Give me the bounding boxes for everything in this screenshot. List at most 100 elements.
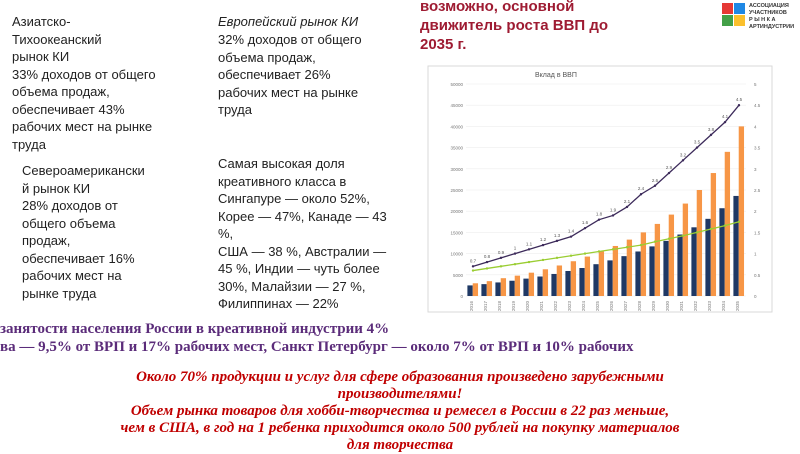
y-tick-label: 0 <box>460 294 463 299</box>
y-tick-label: 15000 <box>450 230 463 235</box>
text-line: чем в США, в год на 1 ребенка приходится… <box>120 420 680 436</box>
point <box>709 227 713 231</box>
text-line: Корее — 47%, Канаде — 43 <box>218 208 387 224</box>
data-label: 1.1 <box>526 241 533 246</box>
point <box>597 250 601 253</box>
line <box>472 104 740 267</box>
europe-text: 32% доходов от общего объема продаж, обесп… <box>218 31 362 119</box>
point <box>527 260 531 264</box>
point <box>485 260 489 264</box>
bar <box>682 203 689 296</box>
russia-text: занятости населения России в креативной … <box>0 320 800 356</box>
y-tick-label: 50000 <box>450 82 463 87</box>
bar <box>696 190 703 296</box>
bar <box>663 240 669 296</box>
bar <box>668 214 675 296</box>
text-line: обеспечивает 26% <box>218 67 331 82</box>
point <box>583 252 587 255</box>
bar <box>509 280 515 296</box>
text-line: движитель роста ВВП до <box>420 17 609 34</box>
bar <box>523 278 529 296</box>
text-line: Около 70% продукции и услуг для сфере об… <box>136 369 664 385</box>
text-line: АССОЦИАЦИЯ <box>749 3 789 9</box>
point <box>555 256 559 260</box>
point <box>723 224 727 227</box>
chart-title: Вклад в ВВП <box>535 72 577 79</box>
x-tick-label: 2028 <box>637 301 642 312</box>
x-tick-label: 2023 <box>567 301 572 312</box>
data-label: 0.7 <box>470 258 477 263</box>
text-line: труда <box>12 136 46 152</box>
y2-tick-label: 3.5 <box>754 146 761 151</box>
y-tick-label: 45000 <box>450 103 463 108</box>
data-label: 1.4 <box>568 229 575 234</box>
point <box>625 205 629 209</box>
text-line: й рынок КИ <box>22 180 91 196</box>
x-tick-label: 2018 <box>497 301 502 312</box>
x-tick-label: 2035 <box>735 301 740 312</box>
logo-text: АССОЦИАЦИЯ УЧАСТНИКОВ Р Ы Н К А АРТИНДУСТРИ… <box>749 3 794 31</box>
bar <box>635 251 641 296</box>
text-line: объема продаж, <box>218 49 316 65</box>
bar <box>621 256 627 296</box>
text-line: рабочих мест на рынке <box>218 84 359 100</box>
point <box>737 220 741 223</box>
text-line: УЧАСТНИКОВ <box>749 10 787 16</box>
y2-tick-label: 4 <box>754 124 757 129</box>
text-line: 28% доходов от <box>22 198 118 213</box>
notes-text: Около 70% продукции и услуг для сфере об… <box>0 369 800 454</box>
point <box>681 234 685 237</box>
text-line: возможно, основной <box>420 0 575 15</box>
europe-title: Европейский рынок КИ <box>218 14 359 29</box>
y2-tick-label: 5 <box>754 82 757 87</box>
x-tick-label: 2024 <box>581 301 586 312</box>
bar <box>467 285 473 296</box>
bar <box>733 195 739 296</box>
y2-tick-label: 2.5 <box>754 188 761 193</box>
point <box>569 254 573 257</box>
bar <box>738 126 745 297</box>
asia-text: Азиатско- Тихоокеанский рынок КИ 33% доходо… <box>12 13 156 153</box>
bar <box>612 245 619 296</box>
point <box>527 248 531 251</box>
text-line: креативного класса в <box>218 173 347 189</box>
bar <box>598 251 605 296</box>
y2-tick-label: 3 <box>754 167 757 172</box>
bar <box>495 282 501 296</box>
x-tick-label: 2022 <box>553 301 558 312</box>
text-line: труда <box>218 102 252 117</box>
x-tick-label: 2017 <box>483 301 488 312</box>
text-line: Р Ы Н К А <box>749 17 776 23</box>
bar <box>551 273 557 296</box>
creative-text: Самая высокая доля креативного класса в Си… <box>218 155 387 313</box>
bar <box>691 227 697 296</box>
bar <box>724 151 731 296</box>
bar <box>565 270 571 296</box>
point <box>541 258 545 262</box>
text-line: Тихоокеанский <box>12 31 102 47</box>
x-tick-label: 2034 <box>721 301 726 312</box>
headline: возможно, основной движитель роста ВВП до… <box>420 0 608 54</box>
logo-icon <box>722 3 745 26</box>
text-line: %, <box>218 226 234 241</box>
point <box>667 171 671 175</box>
data-label: 4.5 <box>736 97 743 102</box>
bar <box>677 234 683 296</box>
data-label: 3.8 <box>708 127 715 132</box>
namerica-text: Североамерикански й рынок КИ 28% доходов о… <box>22 162 145 302</box>
bar <box>528 272 535 296</box>
y-tick-label: 20000 <box>450 209 463 214</box>
chart: Вклад в ВВП 0500010000150002000025000300… <box>427 65 773 313</box>
data-label: 1.3 <box>554 233 561 238</box>
point <box>737 104 741 107</box>
text-line: занятости населения России в креативной … <box>0 321 390 337</box>
text-line: для творчества <box>346 437 454 453</box>
point <box>499 265 503 268</box>
bar <box>537 276 543 296</box>
text-line: обеспечивает 43% <box>12 101 125 117</box>
bar <box>556 265 563 296</box>
point <box>653 240 657 243</box>
y-tick-label: 5000 <box>453 273 464 278</box>
text-line: объема продаж, <box>12 84 110 99</box>
